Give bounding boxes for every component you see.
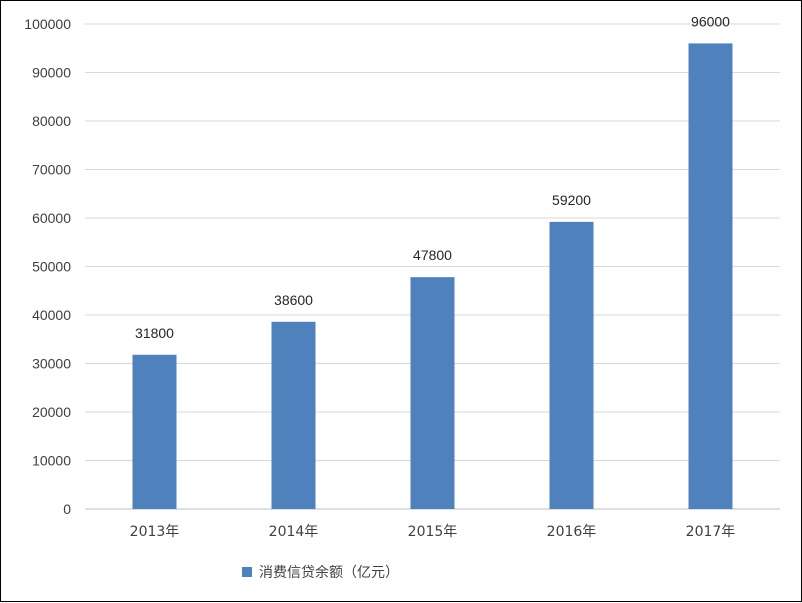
x-category-label: 2014年 <box>269 524 319 540</box>
x-category-label: 2015年 <box>408 524 458 540</box>
y-axis-tick-labels: 0 10000 20000 30000 40000 50000 60000 70000 8000… <box>24 16 71 517</box>
x-category-label: 2016年 <box>547 524 597 540</box>
x-category-label: 2013年 <box>130 524 180 540</box>
data-label: 96000 <box>691 13 730 29</box>
bar <box>688 43 733 510</box>
legend: 消费信贷余额（亿元） <box>242 564 399 581</box>
bar <box>271 321 316 509</box>
y-tick-label: 60000 <box>32 210 71 226</box>
data-label: 59200 <box>552 192 591 208</box>
x-category-label: 2017年 <box>686 524 736 540</box>
y-tick-label: 80000 <box>32 113 71 129</box>
y-tick-label: 0 <box>63 501 71 517</box>
y-tick-label: 50000 <box>32 259 71 275</box>
bar <box>132 354 177 509</box>
y-tick-label: 30000 <box>32 356 71 372</box>
y-tick-label: 40000 <box>32 307 71 323</box>
legend-swatch <box>242 567 252 577</box>
y-tick-label: 90000 <box>32 65 71 81</box>
legend-label: 消费信贷余额（亿元） <box>259 564 399 581</box>
y-tick-label: 70000 <box>32 162 71 178</box>
data-labels: 31800 38600 47800 59200 96000 <box>135 13 730 340</box>
bar <box>410 277 455 509</box>
bars <box>132 43 733 510</box>
y-tick-label: 20000 <box>32 404 71 420</box>
bar <box>549 221 594 509</box>
data-label: 31800 <box>135 325 174 341</box>
y-tick-label: 10000 <box>32 453 71 469</box>
y-tick-label: 100000 <box>24 16 71 32</box>
x-axis-category-labels: 2013年 2014年 2015年 2016年 2017年 <box>130 524 736 540</box>
data-label: 38600 <box>274 292 313 308</box>
data-label: 47800 <box>413 247 452 263</box>
